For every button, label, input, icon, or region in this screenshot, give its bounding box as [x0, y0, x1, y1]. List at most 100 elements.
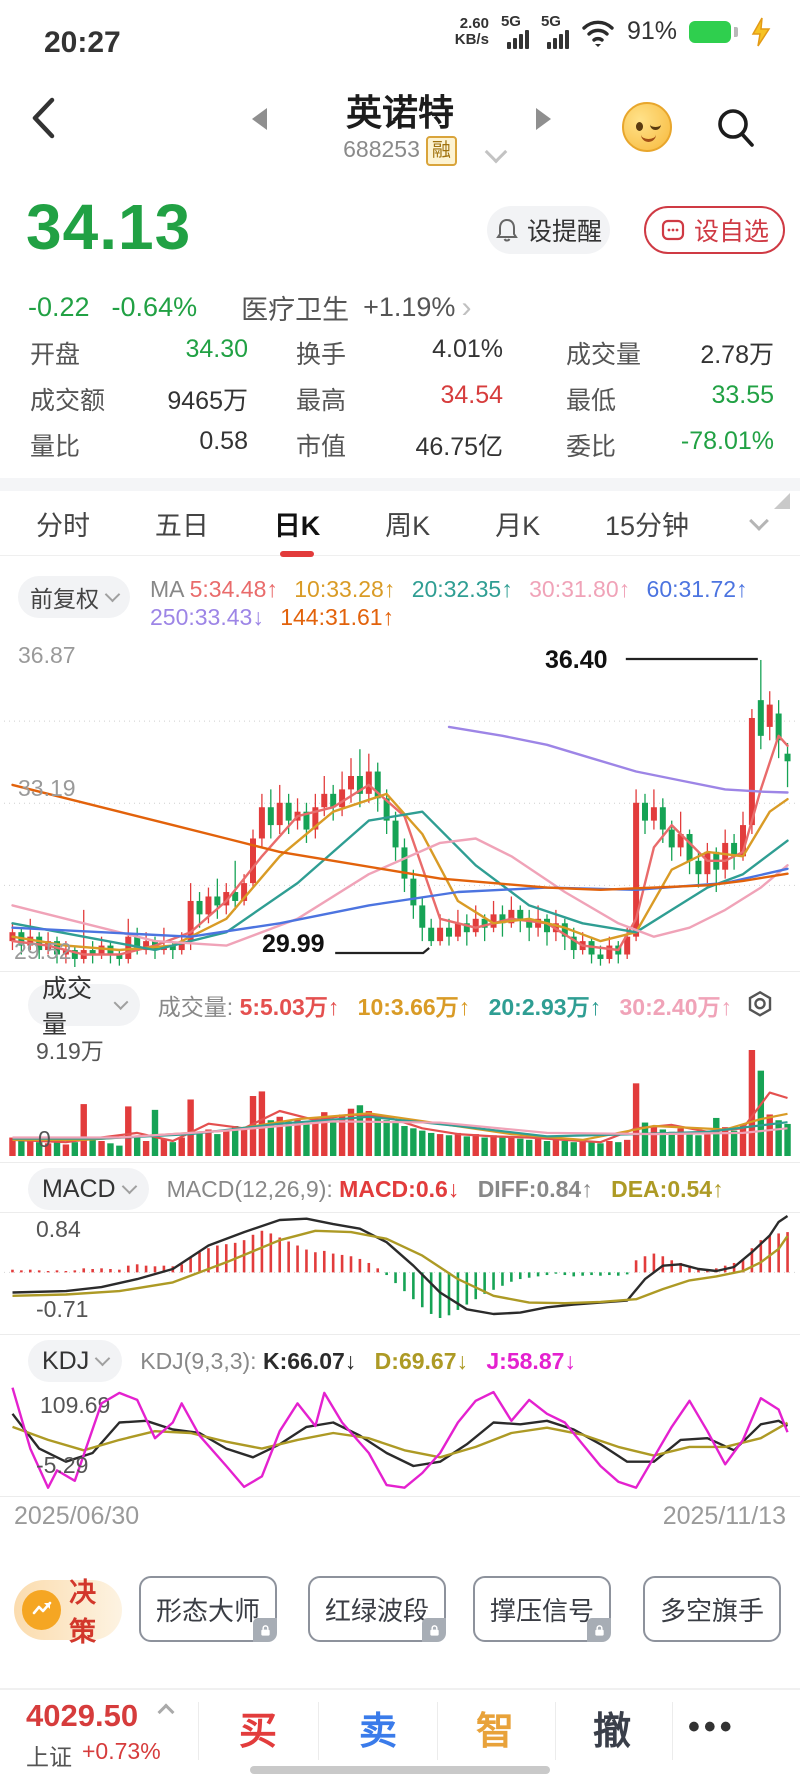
- index-change: +0.73%: [82, 1738, 161, 1764]
- mascot-icon[interactable]: [622, 102, 672, 152]
- adjust-mode-selector[interactable]: 前复权: [18, 576, 130, 618]
- cancel-order-button[interactable]: 撤: [592, 1711, 631, 1753]
- macd-indicator-selector[interactable]: MACD: [28, 1168, 149, 1210]
- stat-label: 开盘: [30, 341, 81, 369]
- vol5-value: 5:5.03万↑: [239, 994, 340, 1020]
- candlestick-chart[interactable]: [0, 636, 800, 970]
- current-price: 34.13: [26, 191, 192, 263]
- next-stock-icon[interactable]: [536, 108, 551, 130]
- ma-legend-line1: MA 5:34.48↑ 10:33.28↑ 20:32.35↑ 30:31.80…: [150, 576, 748, 602]
- kdj-indicator-selector[interactable]: KDJ: [28, 1340, 123, 1382]
- stat-label: 量比: [30, 433, 81, 461]
- tab-minute[interactable]: 分时: [36, 511, 90, 541]
- k-value: K:66.07↓: [262, 1347, 357, 1374]
- stat-label: 换手: [296, 341, 347, 369]
- chevron-down-icon: [94, 1350, 111, 1367]
- strategy-button-red-green-wave[interactable]: 红绿波段: [308, 1576, 446, 1642]
- index-name: 上证: [26, 1744, 72, 1770]
- index-caret-icon: [157, 1703, 175, 1721]
- section-divider: [0, 478, 800, 491]
- strategy-button-support-pressure[interactable]: 撑压信号: [473, 1576, 611, 1642]
- margin-badge: 融: [425, 136, 457, 166]
- tab-monthly-k[interactable]: 月K: [495, 511, 541, 541]
- wifi-icon: [581, 17, 615, 47]
- stat-label: 最高: [296, 387, 347, 415]
- strategy-button-pattern-master[interactable]: 形态大师: [139, 1576, 277, 1642]
- vol10-value: 10:3.66万↑: [357, 994, 471, 1020]
- volume-pane-header: 成交量 成交量: 5:5.03万↑ 10:3.66万↑ 20:2.93万↑ 30…: [0, 975, 800, 1039]
- home-indicator[interactable]: [250, 1766, 550, 1774]
- add-watchlist-button[interactable]: 设自选: [644, 206, 786, 254]
- macd-value: MACD:0.6↓: [339, 1175, 460, 1202]
- macd-pane-header: MACD MACD(12,26,9): MACD:0.6↓ DIFF:0.84↑…: [0, 1166, 800, 1212]
- start-date: 2025/06/30: [14, 1502, 140, 1530]
- kdj-chart[interactable]: [0, 1384, 800, 1496]
- decision-badge[interactable]: 决策: [14, 1578, 122, 1647]
- volume-legend: 成交量: 5:5.03万↑ 10:3.66万↑ 20:2.93万↑ 30:2.4…: [157, 994, 732, 1020]
- price-change-pct: -0.64%: [111, 292, 198, 322]
- d-value: D:69.67↓: [374, 1347, 468, 1374]
- sell-button[interactable]: 卖: [358, 1711, 397, 1753]
- macd-legend: MACD(12,26,9): MACD:0.6↓ DIFF:0.84↑ DEA:…: [166, 1175, 724, 1202]
- lock-icon: [587, 1618, 611, 1642]
- volume-axis-max: 9.19万: [36, 1038, 104, 1064]
- index-value[interactable]: 4029.50: [26, 1698, 139, 1733]
- tab-weekly-k[interactable]: 周K: [385, 511, 431, 541]
- status-bar: 20:27 2.60 KB/s 5G 5G 91%: [0, 0, 800, 62]
- more-menu-icon[interactable]: •••: [688, 1708, 736, 1746]
- kdj-legend: KDJ(9,3,3): K:66.07↓ D:69.67↓ J:58.87↓: [140, 1347, 576, 1374]
- date-range-row: 2025/06/30 2025/11/13: [0, 1502, 800, 1538]
- sector-chevron-icon[interactable]: ›: [461, 290, 472, 324]
- expand-stats-icon[interactable]: [774, 493, 790, 509]
- volume-indicator-selector[interactable]: 成交量: [28, 975, 140, 1039]
- macd-axis-max: 0.84: [36, 1216, 81, 1242]
- tab-15min[interactable]: 15分钟: [604, 511, 690, 541]
- stock-code: 688253: [343, 136, 420, 162]
- indicator-settings-gear-icon[interactable]: [744, 989, 776, 1021]
- stat-label: 最低: [566, 387, 617, 415]
- battery-icon: [689, 20, 738, 43]
- stock-name: 英诺特: [345, 92, 454, 133]
- tab-daily-k[interactable]: 日K: [272, 498, 323, 549]
- price-axis-min: 29.52: [14, 938, 72, 964]
- tab-5day[interactable]: 五日: [154, 511, 209, 541]
- macd-chart[interactable]: [0, 1206, 800, 1333]
- sector-name[interactable]: 医疗卫生: [241, 295, 350, 325]
- set-alert-button[interactable]: 设提醒: [487, 206, 611, 254]
- macd-axis-min: -0.71: [36, 1296, 89, 1322]
- ma250-value: 250:33.43↓: [150, 604, 264, 630]
- diff-value: DIFF:0.84↑: [477, 1175, 593, 1202]
- battery-percent: 91%: [626, 17, 677, 45]
- strategy-button-long-short-flag[interactable]: 多空旗手: [643, 1576, 781, 1642]
- period-tabs: 分时 五日 日K 周K 月K 15分钟: [0, 492, 800, 556]
- more-periods-chevron-icon[interactable]: [749, 510, 769, 531]
- nav-header: 英诺特 688253 融: [0, 62, 800, 182]
- ma144-value: 144:31.61↑: [280, 604, 395, 630]
- stat-value: -78.01%: [680, 427, 774, 455]
- price-change: -0.22: [28, 292, 90, 322]
- charging-bolt-icon: [750, 17, 772, 47]
- stat-label: 市值: [296, 433, 347, 461]
- search-icon[interactable]: [712, 104, 760, 152]
- prev-stock-icon[interactable]: [252, 108, 267, 130]
- dea-value: DEA:0.54↑: [611, 1175, 724, 1202]
- buy-button[interactable]: 买: [238, 1711, 277, 1753]
- signal-icon-2: 5G: [541, 14, 569, 49]
- volume-chart[interactable]: [0, 1038, 800, 1160]
- chevron-down-icon: [121, 1178, 137, 1195]
- smart-button[interactable]: 智: [475, 1711, 514, 1753]
- strategy-toolbar: 决策 形态大师 红绿波段 撑压信号 多空旗手: [0, 1548, 800, 1682]
- decision-label: 决策: [69, 1578, 97, 1647]
- ma10-value: 10:33.28↑: [294, 576, 396, 602]
- chevron-down-icon: [104, 586, 121, 603]
- decision-bolt-icon: [22, 1590, 62, 1630]
- bottom-trade-bar: 4029.50 上证 +0.73% 买 卖 智 撤 •••: [0, 1688, 800, 1778]
- clock: 20:27: [44, 26, 121, 59]
- stock-code-row: 688253 融: [0, 136, 800, 166]
- stat-value: 4.01%: [432, 335, 503, 363]
- low-annotation: 29.99: [262, 930, 325, 958]
- stat-value: 33.55: [711, 381, 774, 409]
- back-icon[interactable]: [26, 92, 60, 144]
- vol30-value: 30:2.40万↑: [619, 994, 732, 1020]
